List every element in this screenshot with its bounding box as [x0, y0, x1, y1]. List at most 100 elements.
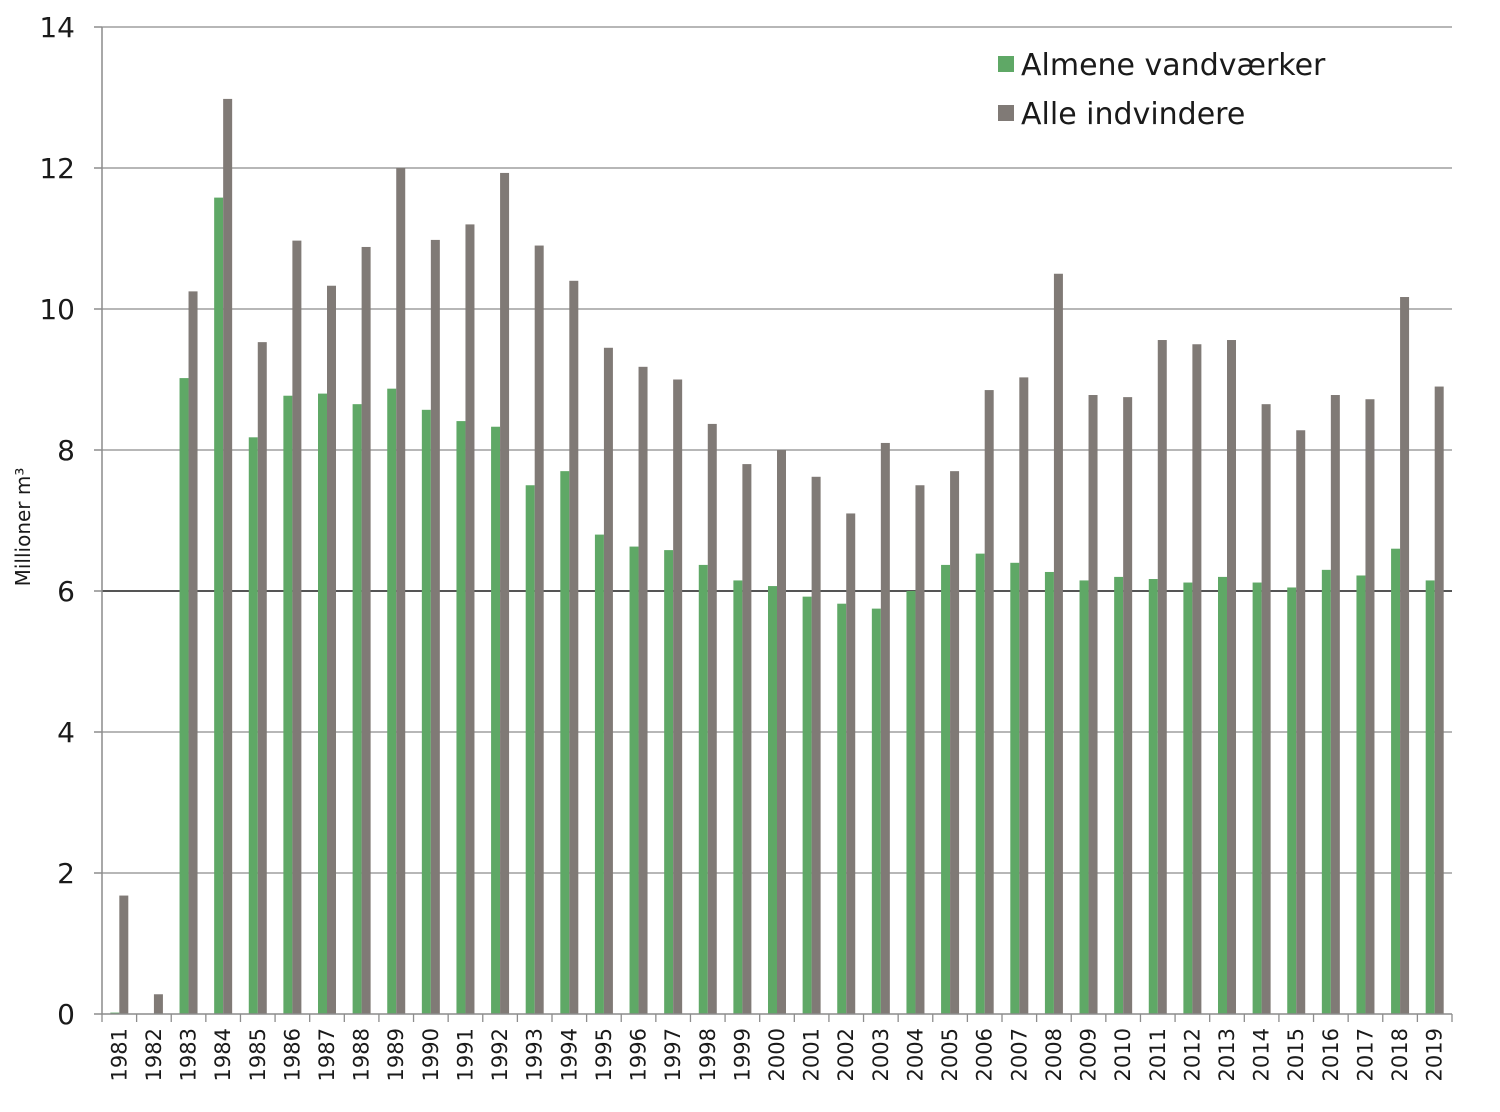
bar-alle-2011: [1157, 340, 1167, 1014]
bar-almene-2016: [1321, 569, 1331, 1014]
x-tick-label-1994: 1994: [557, 1028, 581, 1081]
bar-almene-2002: [837, 603, 847, 1014]
bar-almene-2007: [1010, 562, 1020, 1014]
y-axis-title: Millioner m³: [11, 468, 35, 587]
y-tick-label-14: 14: [39, 11, 75, 44]
x-tick-label-1995: 1995: [592, 1028, 616, 1081]
x-tick-label-2000: 2000: [765, 1028, 789, 1081]
bar-alle-1988: [361, 246, 371, 1014]
bar-almene-1985: [248, 437, 258, 1014]
legend: Almene vandværker Alle indvindere: [998, 48, 1326, 132]
bar-almene-2012: [1183, 582, 1193, 1014]
x-tick-label-2016: 2016: [1319, 1028, 1343, 1081]
x-tick-label-2008: 2008: [1042, 1028, 1066, 1081]
legend-label-alle: Alle indvindere: [1021, 97, 1245, 132]
y-tick-label-0: 0: [57, 998, 75, 1031]
bar-almene-2019: [1425, 580, 1435, 1014]
bar-alle-2007: [1019, 377, 1029, 1014]
bar-alle-1992: [500, 172, 510, 1014]
bar-alle-2018: [1400, 297, 1410, 1014]
bar-almene-2013: [1218, 576, 1227, 1014]
legend-swatch-almene: [998, 56, 1014, 72]
bar-alle-1995: [603, 347, 613, 1014]
y-tick-label-12: 12: [39, 152, 75, 185]
bar-alle-1981: [119, 895, 129, 1014]
x-tick-label-2004: 2004: [903, 1028, 927, 1081]
bar-alle-2014: [1261, 404, 1271, 1014]
bar-almene-2000: [768, 586, 777, 1014]
legend-swatch-alle: [998, 105, 1014, 121]
y-tick-label-10: 10: [39, 293, 75, 326]
bar-alle-2012: [1192, 344, 1202, 1014]
bar-alle-2006: [984, 390, 994, 1014]
bar-alle-2003: [880, 442, 890, 1014]
bar-almene-2015: [1287, 587, 1297, 1014]
bar-almene-1991: [456, 421, 466, 1015]
x-tick-label-1999: 1999: [730, 1028, 754, 1081]
bar-alle-1999: [742, 464, 752, 1015]
axes: [94, 26, 1453, 1022]
bar-alle-1982: [153, 994, 163, 1014]
y-tick-label-6: 6: [57, 575, 75, 608]
x-tick-label-2006: 2006: [973, 1028, 997, 1081]
bar-alle-1984: [223, 98, 233, 1014]
bar-alle-2005: [950, 471, 960, 1014]
bar-alle-2010: [1123, 397, 1133, 1014]
x-tick-label-1988: 1988: [350, 1028, 374, 1081]
x-tick-label-2017: 2017: [1353, 1028, 1377, 1081]
bar-alle-2016: [1330, 395, 1340, 1014]
x-tick-label-1985: 1985: [246, 1028, 270, 1081]
bar-almene-2010: [1114, 576, 1124, 1014]
x-tick-label-2013: 2013: [1215, 1028, 1239, 1081]
x-tick-label-1984: 1984: [211, 1028, 235, 1081]
bar-alle-1989: [396, 168, 406, 1014]
x-tick-label-1998: 1998: [696, 1028, 720, 1081]
x-tick-label-1992: 1992: [488, 1028, 512, 1081]
bar-alle-2002: [846, 513, 856, 1014]
bar-almene-1992: [491, 426, 501, 1014]
bar-almene-1989: [387, 388, 397, 1014]
x-tick-label-2009: 2009: [1077, 1028, 1101, 1081]
x-tick-label-2003: 2003: [869, 1028, 893, 1081]
y-tick-labels: 0 2 4 6 8 10 12 14: [39, 11, 75, 1031]
bar-almene-2018: [1391, 548, 1401, 1014]
x-tick-label-2002: 2002: [834, 1028, 858, 1081]
bar-alle-2019: [1434, 386, 1444, 1014]
bar-alle-1991: [465, 224, 475, 1014]
bar-alle-1997: [673, 379, 683, 1014]
bar-almene-2011: [1148, 579, 1158, 1014]
bar-almene-1996: [629, 546, 639, 1014]
x-tick-label-1989: 1989: [384, 1028, 408, 1081]
x-tick-label-2001: 2001: [800, 1028, 824, 1081]
bar-alle-2001: [811, 476, 821, 1014]
bar-almene-1984: [214, 197, 224, 1015]
bar-almene-1993: [525, 485, 535, 1014]
x-tick-label-1991: 1991: [453, 1028, 477, 1081]
bar-almene-2003: [871, 608, 881, 1014]
bar-alle-2009: [1088, 395, 1098, 1014]
x-tick-label-1990: 1990: [419, 1028, 443, 1081]
bar-almene-2005: [941, 564, 951, 1014]
bar-almene-2017: [1356, 575, 1366, 1014]
x-tick-label-1997: 1997: [661, 1028, 685, 1081]
x-tick-label-1982: 1982: [142, 1028, 166, 1081]
x-tick-label-2010: 2010: [1111, 1028, 1135, 1081]
x-tick-label-2007: 2007: [1007, 1028, 1031, 1081]
bar-alle-2004: [915, 485, 925, 1014]
bar-alle-2017: [1365, 399, 1375, 1014]
x-tick-label-2012: 2012: [1180, 1028, 1204, 1081]
x-tick-label-1981: 1981: [107, 1028, 131, 1081]
x-tick-label-2011: 2011: [1146, 1028, 1170, 1081]
bar-alle-1994: [569, 280, 579, 1014]
x-tick-label-1986: 1986: [280, 1028, 304, 1081]
bar-alle-1985: [257, 342, 267, 1014]
bar-almene-1990: [421, 409, 431, 1014]
x-tick-label-2019: 2019: [1423, 1028, 1447, 1081]
bar-almene-2009: [1079, 580, 1089, 1014]
bar-alle-1993: [534, 245, 544, 1015]
bar-alle-1983: [188, 291, 198, 1014]
bar-alle-1990: [430, 239, 440, 1014]
bar-almene-1997: [664, 550, 674, 1014]
bars: [110, 98, 1444, 1015]
bar-almene-1983: [179, 378, 189, 1015]
